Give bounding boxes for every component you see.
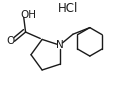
Text: OH: OH xyxy=(21,10,37,20)
Text: N: N xyxy=(56,40,64,50)
Text: HCl: HCl xyxy=(58,2,78,15)
Text: O: O xyxy=(6,36,15,46)
